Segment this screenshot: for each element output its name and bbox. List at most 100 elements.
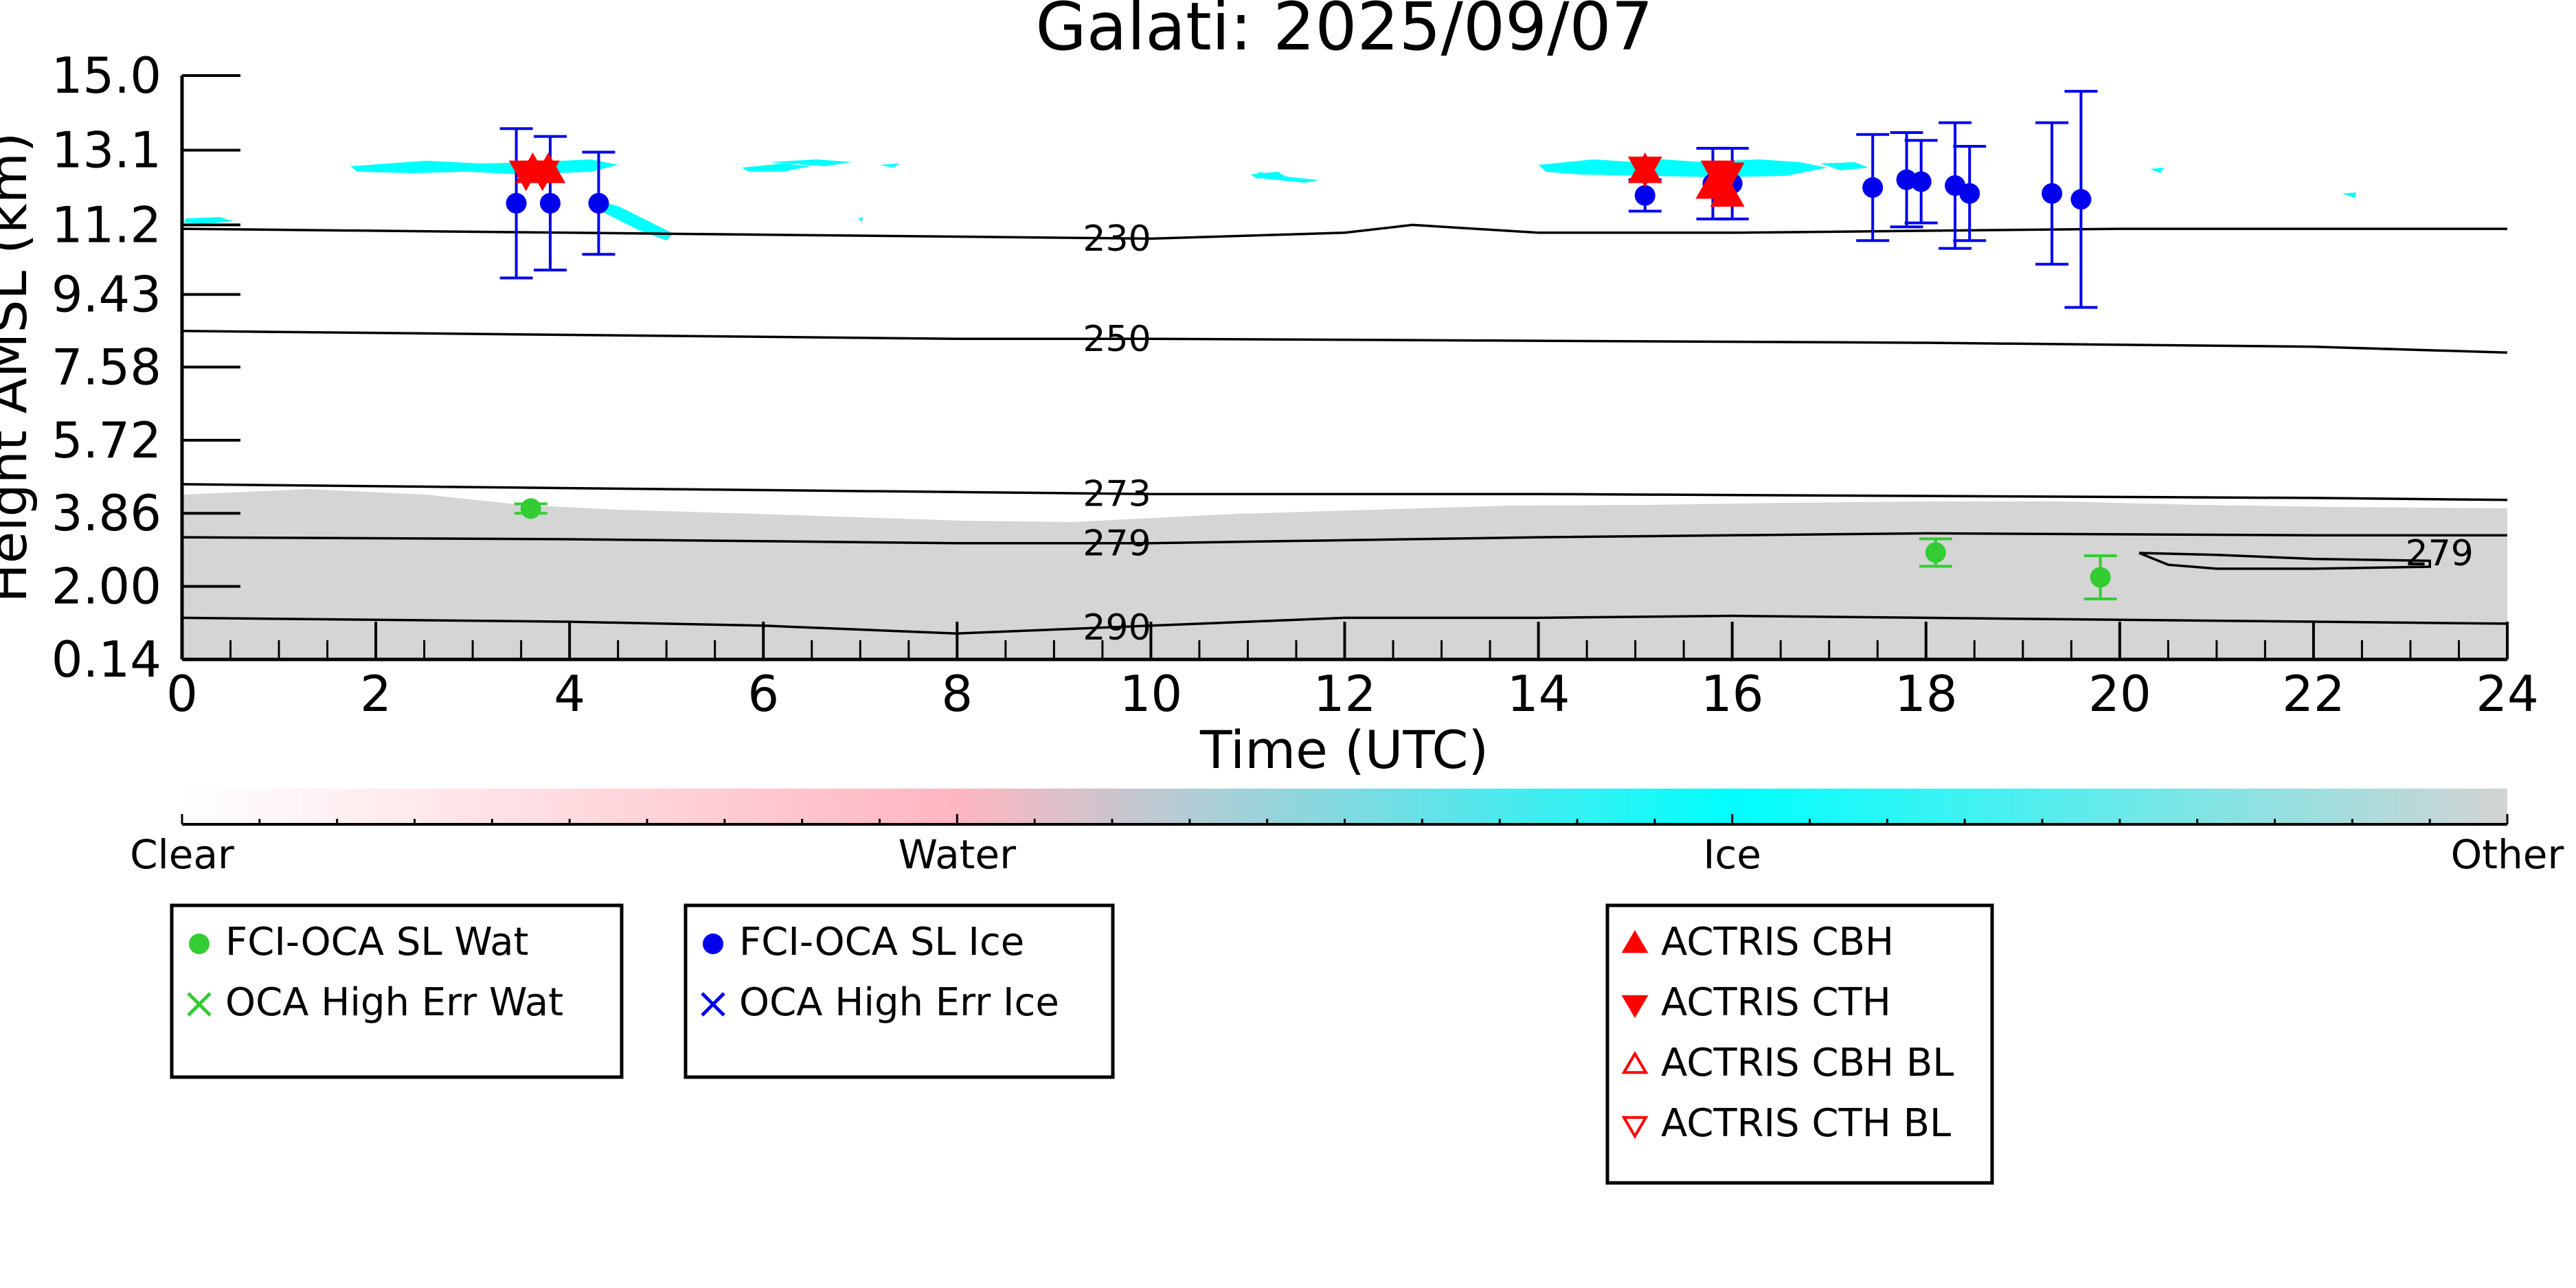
- x-axis-title: Time (UTC): [1199, 719, 1489, 780]
- legend-label: FCI-OCA SL Ice: [739, 920, 1024, 964]
- legend-label: FCI-OCA SL Wat: [225, 920, 529, 964]
- axes: 0 2 4 6 8 10 12 14 16 18 20 22 24 0.142.003.865.727.…: [52, 47, 2539, 723]
- legend-marker-shape: [1621, 930, 1649, 953]
- x-tick-label: 4: [554, 665, 585, 723]
- legend-box-1: FCI-OCA SL Wat OCA High Err Wat: [170, 903, 624, 1079]
- y-axis-title: Height AMSL (km): [0, 132, 38, 602]
- series-actris-cth: [508, 157, 1745, 194]
- x-tick-label: 6: [747, 665, 779, 723]
- legend-marker: [187, 992, 212, 1017]
- y-tick-label: 3.86: [52, 484, 161, 542]
- contour-label: 250: [1083, 319, 1151, 360]
- legend-frame: [683, 903, 1115, 1079]
- contour-label: 273: [1083, 474, 1151, 515]
- legend-marker-shape: [1621, 1051, 1649, 1074]
- temperature-contours: [182, 223, 2507, 635]
- data-point: [1959, 183, 1980, 204]
- data-point: [588, 192, 609, 214]
- legend-marker: [1621, 1116, 1649, 1139]
- data-point: [1862, 177, 1884, 199]
- legend-frame: [170, 903, 624, 1079]
- data-point: [525, 160, 560, 192]
- colorbar-label: Water: [899, 831, 1017, 878]
- contour-label: 230: [1083, 218, 1151, 260]
- contour-line-279: [2138, 552, 2431, 570]
- y-tick-label: 5.72: [52, 411, 161, 469]
- x-tick-label: 20: [2088, 665, 2151, 723]
- y-tick-label: 9.43: [52, 266, 161, 324]
- legend-label: OCA High Err Ice: [739, 980, 1059, 1025]
- plot-area: [182, 89, 2507, 659]
- x-tick-label: 10: [1120, 665, 1183, 723]
- legend-label: ACTRIS CBH BL: [1661, 1041, 1954, 1085]
- legend-marker-shape: [1621, 1116, 1649, 1139]
- y-ticks: 0.14 2.00 3.86 5.72 7.58 9.43 11.2 13.1 15.0: [52, 47, 240, 688]
- colorbar-labels: Clear Water Ice Other: [130, 831, 2564, 878]
- legend-marker-shape: [701, 992, 725, 1017]
- data-point: [1710, 162, 1745, 194]
- y-tick-label: 2.00: [52, 558, 161, 615]
- colorbar-gradient: [182, 789, 2507, 824]
- x-tick-label: 8: [941, 665, 973, 723]
- legend-frame: [1605, 903, 1994, 1185]
- contour-line-290: [182, 614, 2507, 635]
- x-tick-label: 16: [1701, 665, 1764, 723]
- legend-marker-shape: [187, 992, 212, 1017]
- x-tick-label: 12: [1313, 665, 1377, 723]
- contour-label: 279: [2406, 533, 2474, 574]
- colorbar: Clear Water Ice Other: [130, 789, 2564, 878]
- contour-line-230: [182, 223, 2507, 240]
- colorbar-label: Clear: [130, 831, 234, 878]
- data-point: [1634, 185, 1656, 206]
- legend-marker: [1621, 995, 1649, 1018]
- data-point: [1925, 542, 1946, 563]
- legend-box-2: FCI-OCA SL Ice OCA High Err Ice: [683, 903, 1115, 1079]
- colorbar-label: Ice: [1703, 831, 1761, 878]
- data-point: [2090, 567, 2111, 588]
- contour-labels: 230 250 273 279 279 290: [1083, 218, 2474, 648]
- colorbar-label: Other: [2451, 831, 2564, 878]
- x-tick-label: 0: [166, 665, 198, 723]
- x-tick-label: 2: [360, 665, 392, 723]
- series-fci-oca-sl-wat: [514, 498, 2117, 600]
- series-layer: [499, 89, 2117, 600]
- legend-marker: [1621, 930, 1649, 953]
- legend-marker: [189, 934, 210, 954]
- y-tick-label: 7.58: [52, 338, 161, 396]
- legend-marker: [703, 934, 723, 954]
- contour-line-273: [182, 483, 2507, 501]
- legend-label: ACTRIS CTH: [1661, 980, 1891, 1025]
- chart-title: Galati: 2025/09/07: [1035, 0, 1653, 65]
- y-tick-label: 15.0: [52, 47, 161, 104]
- contour-label: 290: [1083, 607, 1151, 648]
- legend-box-3: ACTRIS CBH ACTRIS CTH ACTRIS CBH BL ACTRIS …: [1605, 903, 1994, 1185]
- legend-marker-shape: [703, 934, 723, 954]
- x-tick-label: 24: [2476, 665, 2539, 723]
- series-actris-cbh: [515, 152, 1745, 207]
- data-point: [1910, 171, 1932, 192]
- series-fci-oca-sl-ice: [499, 89, 2098, 309]
- legend-marker: [701, 992, 725, 1017]
- x-ticks: 0 2 4 6 8 10 12 14 16 18 20 22 24: [166, 622, 2539, 723]
- x-tick-label: 18: [1895, 665, 1958, 723]
- legend-marker-shape: [1621, 995, 1649, 1018]
- contour-label: 279: [1083, 523, 1151, 565]
- legend-marker: [1621, 1051, 1649, 1074]
- data-point: [520, 498, 541, 519]
- y-tick-label: 13.1: [52, 122, 161, 179]
- legend-label: OCA High Err Wat: [225, 980, 563, 1025]
- x-tick-label: 22: [2282, 665, 2345, 723]
- y-tick-label: 0.14: [52, 631, 161, 688]
- y-tick-label: 11.2: [52, 196, 161, 253]
- contour-line-279: [182, 532, 2507, 545]
- data-point: [539, 192, 561, 214]
- data-point: [2042, 183, 2063, 204]
- legend-label: ACTRIS CTH BL: [1661, 1101, 1951, 1146]
- x-tick-label: 14: [1507, 665, 1570, 723]
- legend-label: ACTRIS CBH: [1661, 920, 1894, 964]
- data-point: [1627, 157, 1662, 188]
- data-point: [2070, 189, 2092, 210]
- colorbar-ticks: [181, 814, 2509, 824]
